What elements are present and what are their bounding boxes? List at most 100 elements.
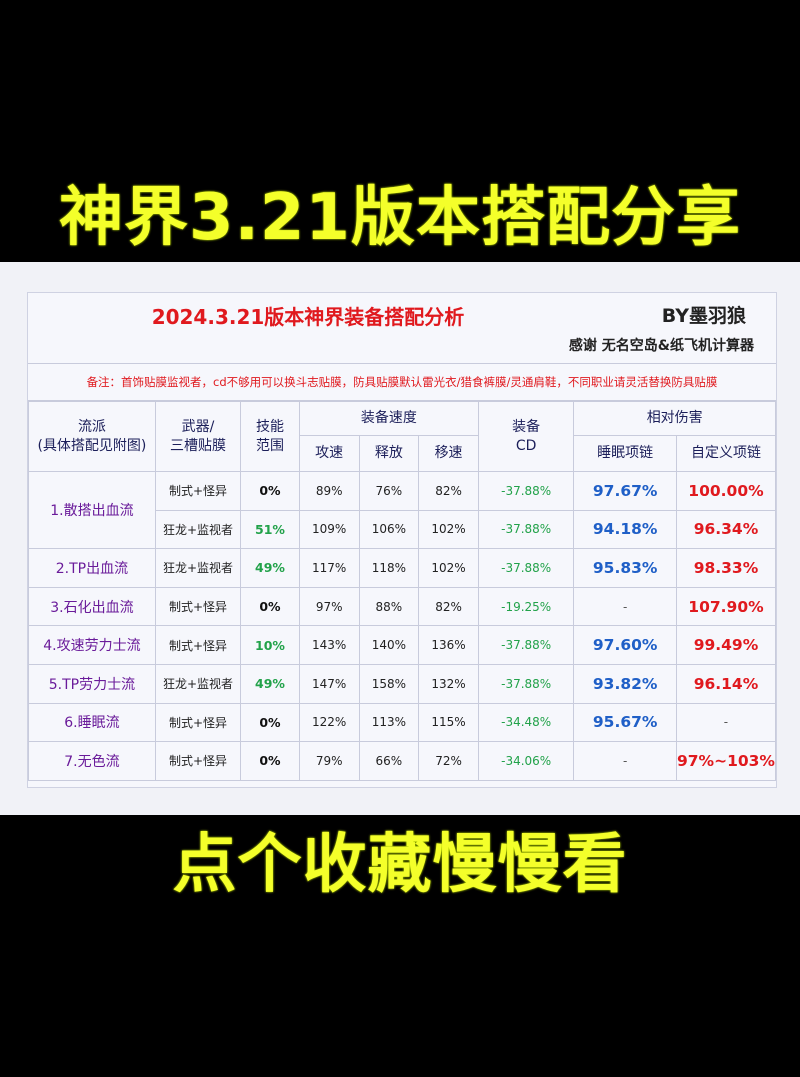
sheet-title: 2024.3.21版本神界装备搭配分析 <box>151 305 465 329</box>
sleep-damage-cell: 97.60% <box>573 625 677 665</box>
table-row: 狂龙+监视者 51% 109% 106% 102% -37.88% 94.18% 96.34% <box>29 509 777 550</box>
custom-damage-cell: 96.14% <box>675 663 777 704</box>
cast-speed-cell: 118% <box>358 548 420 588</box>
table-row: 6.睡眠流 制式+怪异 0% 122% 113% 115% -34.48% 95.67% - <box>28 702 777 743</box>
sleep-damage-cell: 97.67% <box>573 471 677 511</box>
style-cell: 4.攻速劳力士流 <box>28 625 156 665</box>
header-weapon: 武器/ 三槽贴膜 <box>154 401 242 472</box>
sleep-damage-cell: 95.67% <box>573 702 677 743</box>
cast-speed-cell: 158% <box>358 663 420 704</box>
header-speed: 装备速度 <box>298 401 479 436</box>
table-card: 2024.3.21版本神界装备搭配分析 BY墨羽狼 感谢 无名空岛&纸飞机计算器… <box>0 262 800 815</box>
atk-speed-cell: 97% <box>298 586 360 627</box>
custom-damage-cell: 98.33% <box>675 548 777 588</box>
range-cell: 49% <box>240 663 300 704</box>
weapon-cell: 制式+怪异 <box>154 702 242 743</box>
style-cell: 3.石化出血流 <box>28 586 156 627</box>
move-speed-cell: 136% <box>418 625 479 665</box>
range-cell: 0% <box>240 471 300 511</box>
header-damage: 相对伤害 <box>573 401 776 436</box>
cd-cell: -37.88% <box>477 471 575 511</box>
cast-speed-cell: 113% <box>358 702 420 743</box>
cast-speed-cell: 106% <box>358 509 420 550</box>
cd-cell: -37.88% <box>477 548 575 588</box>
move-speed-cell: 102% <box>418 548 479 588</box>
move-speed-cell: 115% <box>418 702 479 743</box>
range-cell: 0% <box>240 586 300 627</box>
header-custom-necklace: 自定义项链 <box>675 435 777 472</box>
header-move-speed: 移速 <box>418 435 479 472</box>
atk-speed-cell: 79% <box>298 741 360 781</box>
atk-speed-cell: 109% <box>298 509 360 550</box>
header-cast-speed: 释放 <box>358 435 420 472</box>
table-row: 2.TP出血流 狂龙+监视者 49% 117% 118% 102% -37.88% 95.83… <box>28 548 777 588</box>
atk-speed-cell: 122% <box>298 702 360 743</box>
weapon-cell: 制式+怪异 <box>154 625 242 665</box>
style-cell: 7.无色流 <box>28 741 156 781</box>
weapon-cell: 狂龙+监视者 <box>154 509 242 550</box>
sheet-author: BY墨羽狼 <box>661 305 746 327</box>
table-row: 1.散搭出血流 制式+怪异 0% 89% 76% 82% -37.88% 97.67% 100.… <box>28 470 777 550</box>
sleep-damage-cell: - <box>573 586 677 627</box>
header-atk-speed: 攻速 <box>298 435 360 472</box>
custom-damage-cell: 107.90% <box>675 586 777 627</box>
headline-bottom: 点个收藏慢慢看 <box>172 828 628 902</box>
custom-damage-cell: 100.00% <box>675 471 777 511</box>
style-cell: 6.睡眠流 <box>28 702 156 743</box>
move-speed-cell: 72% <box>418 741 479 781</box>
cast-speed-cell: 88% <box>358 586 420 627</box>
sleep-damage-cell: 94.18% <box>573 509 677 550</box>
cast-speed-cell: 76% <box>358 471 420 511</box>
style-cell: 5.TP劳力士流 <box>28 663 156 704</box>
move-speed-cell: 82% <box>418 471 479 511</box>
header-sleep-necklace: 睡眠项链 <box>573 435 677 472</box>
style-cell: 1.散搭出血流 <box>28 470 156 550</box>
move-speed-cell: 82% <box>418 586 479 627</box>
custom-damage-cell: 96.34% <box>675 509 777 550</box>
weapon-cell: 制式+怪异 <box>154 741 242 781</box>
weapon-cell: 狂龙+监视者 <box>154 548 242 588</box>
atk-speed-cell: 89% <box>298 471 360 511</box>
custom-damage-cell: 99.49% <box>675 625 777 665</box>
table-row: 5.TP劳力士流 狂龙+监视者 49% 147% 158% 132% -37.88% 93.8… <box>28 663 777 704</box>
table-row: 4.攻速劳力士流 制式+怪异 10% 143% 140% 136% -37.88% 97.60… <box>28 625 777 665</box>
analysis-sheet: 2024.3.21版本神界装备搭配分析 BY墨羽狼 感谢 无名空岛&纸飞机计算器… <box>27 292 777 788</box>
cd-cell: -37.88% <box>477 663 575 704</box>
header-cd: 装备 CD <box>477 401 575 472</box>
cd-cell: -19.25% <box>477 586 575 627</box>
move-speed-cell: 102% <box>418 509 479 550</box>
weapon-cell: 制式+怪异 <box>154 586 242 627</box>
sleep-damage-cell: 93.82% <box>573 663 677 704</box>
custom-damage-cell: - <box>675 702 777 743</box>
sleep-damage-cell: - <box>573 741 677 781</box>
cd-cell: -37.88% <box>477 625 575 665</box>
equipment-table: 流派 (具体搭配见附图) 武器/ 三槽贴膜 技能 范围 装备速度 装备 CD 相… <box>28 401 777 781</box>
cd-cell: -34.06% <box>477 741 575 781</box>
atk-speed-cell: 117% <box>298 548 360 588</box>
weapon-cell: 狂龙+监视者 <box>154 663 242 704</box>
header-range: 技能 范围 <box>240 401 300 472</box>
range-cell: 49% <box>240 548 300 588</box>
custom-damage-cell: 97%~103% <box>675 741 777 781</box>
header-style: 流派 (具体搭配见附图) <box>28 401 156 472</box>
sheet-note: 备注：首饰贴膜监视者，cd不够用可以换斗志贴膜，防具贴膜默认雷光衣/猎食裤膜/灵… <box>28 364 776 401</box>
atk-speed-cell: 147% <box>298 663 360 704</box>
sheet-header: 2024.3.21版本神界装备搭配分析 BY墨羽狼 感谢 无名空岛&纸飞机计算器 <box>28 293 776 364</box>
range-cell: 0% <box>240 741 300 781</box>
range-cell: 51% <box>240 509 300 550</box>
table-row: 3.石化出血流 制式+怪异 0% 97% 88% 82% -19.25% -107.90% <box>28 586 777 627</box>
sheet-thanks: 感谢 无名空岛&纸飞机计算器 <box>568 338 754 354</box>
range-cell: 10% <box>240 625 300 665</box>
table-row: 7.无色流 制式+怪异 0% 79% 66% 72% -34.06% -97%~103% <box>28 741 777 781</box>
cast-speed-cell: 66% <box>358 741 420 781</box>
weapon-cell: 制式+怪异 <box>154 471 242 511</box>
move-speed-cell: 132% <box>418 663 479 704</box>
headline-top: 神界3.21版本搭配分享 <box>59 181 741 255</box>
style-cell: 2.TP出血流 <box>28 548 156 588</box>
range-cell: 0% <box>240 702 300 743</box>
cd-cell: -37.88% <box>477 509 575 550</box>
cd-cell: -34.48% <box>477 702 575 743</box>
atk-speed-cell: 143% <box>298 625 360 665</box>
cast-speed-cell: 140% <box>358 625 420 665</box>
sleep-damage-cell: 95.83% <box>573 548 677 588</box>
